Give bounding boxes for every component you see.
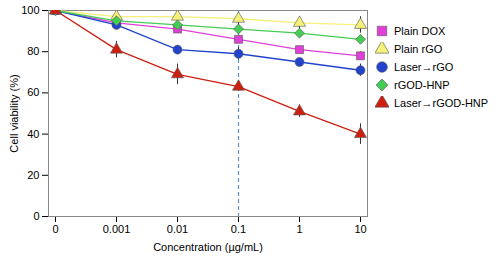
html-text:Laser→rGOD-HNP: Laser→rGOD-HNP xyxy=(394,97,489,109)
svg-text:40: 40 xyxy=(27,128,39,140)
svg-text:Cell viability (%): Cell viability (%) xyxy=(8,74,20,152)
svg-text:0: 0 xyxy=(33,210,39,222)
svg-text:Concentration (µg/mL): Concentration (µg/mL) xyxy=(153,241,263,253)
html-text:Laser→rGO: Laser→rGO xyxy=(394,61,454,73)
svg-text:100: 100 xyxy=(21,4,39,16)
svg-text:0.01: 0.01 xyxy=(167,223,188,235)
html-text:rGOD-HNP: rGOD-HNP xyxy=(394,79,450,91)
svg-text:80: 80 xyxy=(27,45,39,57)
svg-text:0.1: 0.1 xyxy=(231,223,246,235)
svg-text:0: 0 xyxy=(52,223,58,235)
svg-text:20: 20 xyxy=(27,169,39,181)
html-text:Plain rGO: Plain rGO xyxy=(394,43,443,55)
svg-text:10: 10 xyxy=(354,223,366,235)
svg-text:60: 60 xyxy=(27,86,39,98)
svg-text:0.001: 0.001 xyxy=(103,223,131,235)
html-text:Plain DOX: Plain DOX xyxy=(394,25,446,37)
svg-text:1: 1 xyxy=(296,223,302,235)
